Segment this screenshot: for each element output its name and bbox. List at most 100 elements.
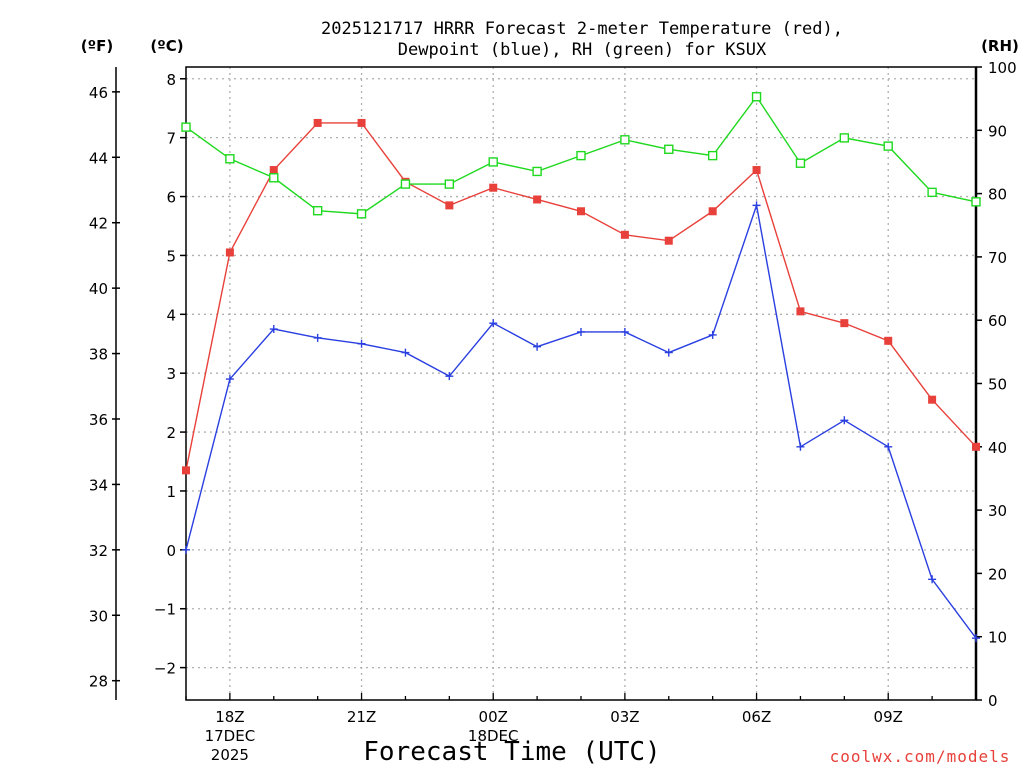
dewpoint-point xyxy=(313,333,322,342)
temperature-point xyxy=(708,207,717,216)
rh-point xyxy=(751,92,762,102)
temperature-point xyxy=(752,166,761,175)
celsius-tick-label: −2 xyxy=(154,660,176,678)
temperature-point xyxy=(445,201,454,210)
temperature-point xyxy=(796,307,805,316)
temperature-point xyxy=(577,207,585,216)
temperature-point xyxy=(269,166,278,175)
fahrenheit-axis-unit: (ºF) xyxy=(81,37,113,55)
dewpoint-point xyxy=(357,339,366,348)
dewpoint-point xyxy=(182,545,190,554)
fahrenheit-tick-label: 36 xyxy=(89,411,108,429)
temperature-point xyxy=(225,248,234,257)
rh-point xyxy=(312,205,323,216)
x-tick-date-label: 17DEC xyxy=(205,727,256,745)
dewpoint-point xyxy=(928,575,937,584)
rh-point xyxy=(488,157,498,167)
site-credit: coolwx.com/models xyxy=(830,747,1011,766)
data-series xyxy=(181,92,981,643)
axes: 28303234363840424446−2−10123456780102030… xyxy=(89,59,1017,764)
dewpoint-point xyxy=(225,375,234,384)
dewpoint-point xyxy=(884,442,893,451)
rh-tick-label: 90 xyxy=(988,122,1007,140)
x-tick-label: 03Z xyxy=(610,708,639,726)
temperature-line xyxy=(185,122,977,471)
rh-point xyxy=(356,209,367,219)
rh-point xyxy=(927,187,937,198)
dewpoint-point xyxy=(972,634,980,643)
x-tick-date-label: 18DEC xyxy=(468,727,519,745)
dewpoint-point xyxy=(269,325,278,334)
dewpoint-point xyxy=(664,348,673,357)
celsius-axis-unit: (ºC) xyxy=(150,37,183,55)
rh-point xyxy=(883,141,893,151)
fahrenheit-tick-label: 28 xyxy=(89,673,108,691)
celsius-tick-label: 7 xyxy=(166,130,176,148)
rh-point xyxy=(400,179,411,189)
fahrenheit-tick-label: 40 xyxy=(89,280,108,298)
rh-tick-label: 70 xyxy=(988,249,1007,267)
fahrenheit-tick-label: 42 xyxy=(89,215,108,233)
temperature-point xyxy=(533,195,542,204)
fahrenheit-tick-label: 38 xyxy=(89,346,108,364)
fahrenheit-tick-label: 30 xyxy=(89,607,108,625)
dewpoint-point xyxy=(840,416,849,425)
dewpoint-point xyxy=(489,319,498,328)
celsius-tick-label: 0 xyxy=(166,542,176,560)
temperature-point xyxy=(357,118,366,127)
chart-title-line-1: 2025121717 HRRR Forecast 2-meter Tempera… xyxy=(321,19,843,39)
celsius-tick-label: −1 xyxy=(154,601,176,619)
rh-point xyxy=(795,158,806,168)
x-tick-label: 09Z xyxy=(874,708,903,726)
rh-tick-label: 0 xyxy=(988,692,998,710)
rh-point xyxy=(532,166,542,177)
celsius-tick-label: 6 xyxy=(166,189,176,207)
chart-title-line-2: Dewpoint (blue), RH (green) for KSUX xyxy=(398,40,767,60)
rh-tick-label: 100 xyxy=(988,59,1017,77)
rh-tick-label: 80 xyxy=(988,186,1007,204)
fahrenheit-tick-label: 44 xyxy=(89,149,108,167)
temperature-point xyxy=(928,395,937,404)
dewpoint-point xyxy=(752,201,761,210)
temperature-point xyxy=(972,442,980,451)
x-tick-year-label: 2025 xyxy=(211,746,249,764)
x-tick-label: 18Z xyxy=(215,708,244,726)
temperature-point xyxy=(182,466,190,475)
fahrenheit-tick-label: 34 xyxy=(89,476,108,494)
rh-tick-label: 50 xyxy=(988,376,1007,394)
rh-point xyxy=(225,154,235,164)
dewpoint-point xyxy=(445,372,454,381)
rh-point xyxy=(707,150,718,161)
temperature-point xyxy=(489,183,498,192)
dewpoint-line xyxy=(185,202,977,639)
x-tick-label: 21Z xyxy=(347,708,376,726)
rh-point xyxy=(971,197,981,207)
x-tick-label: 00Z xyxy=(479,708,508,726)
plot-frame xyxy=(185,66,977,701)
dewpoint-point xyxy=(620,327,629,336)
x-axis-title: Forecast Time (UTC) xyxy=(363,737,660,767)
rh-point xyxy=(444,179,455,189)
temperature-point xyxy=(884,336,893,345)
temperature-point xyxy=(313,118,322,127)
rh-tick-label: 10 xyxy=(988,629,1007,647)
rh-point xyxy=(620,135,630,145)
dewpoint-point xyxy=(401,348,410,357)
temperature-point xyxy=(620,230,629,239)
temperature-point xyxy=(840,319,849,328)
temperature-point xyxy=(664,236,673,245)
rh-tick-label: 60 xyxy=(988,312,1007,330)
dewpoint-point xyxy=(533,342,542,351)
rh-axis-unit: (RH) xyxy=(981,37,1019,55)
x-tick-label: 06Z xyxy=(742,708,771,726)
gridlines xyxy=(186,67,976,700)
celsius-tick-label: 8 xyxy=(166,71,176,89)
celsius-tick-label: 2 xyxy=(166,424,176,442)
rh-point xyxy=(269,173,279,183)
rh-point xyxy=(664,144,674,154)
rh-point xyxy=(839,133,850,143)
rh-tick-label: 40 xyxy=(988,439,1007,457)
fahrenheit-tick-label: 46 xyxy=(89,84,108,102)
celsius-tick-label: 1 xyxy=(166,483,176,501)
